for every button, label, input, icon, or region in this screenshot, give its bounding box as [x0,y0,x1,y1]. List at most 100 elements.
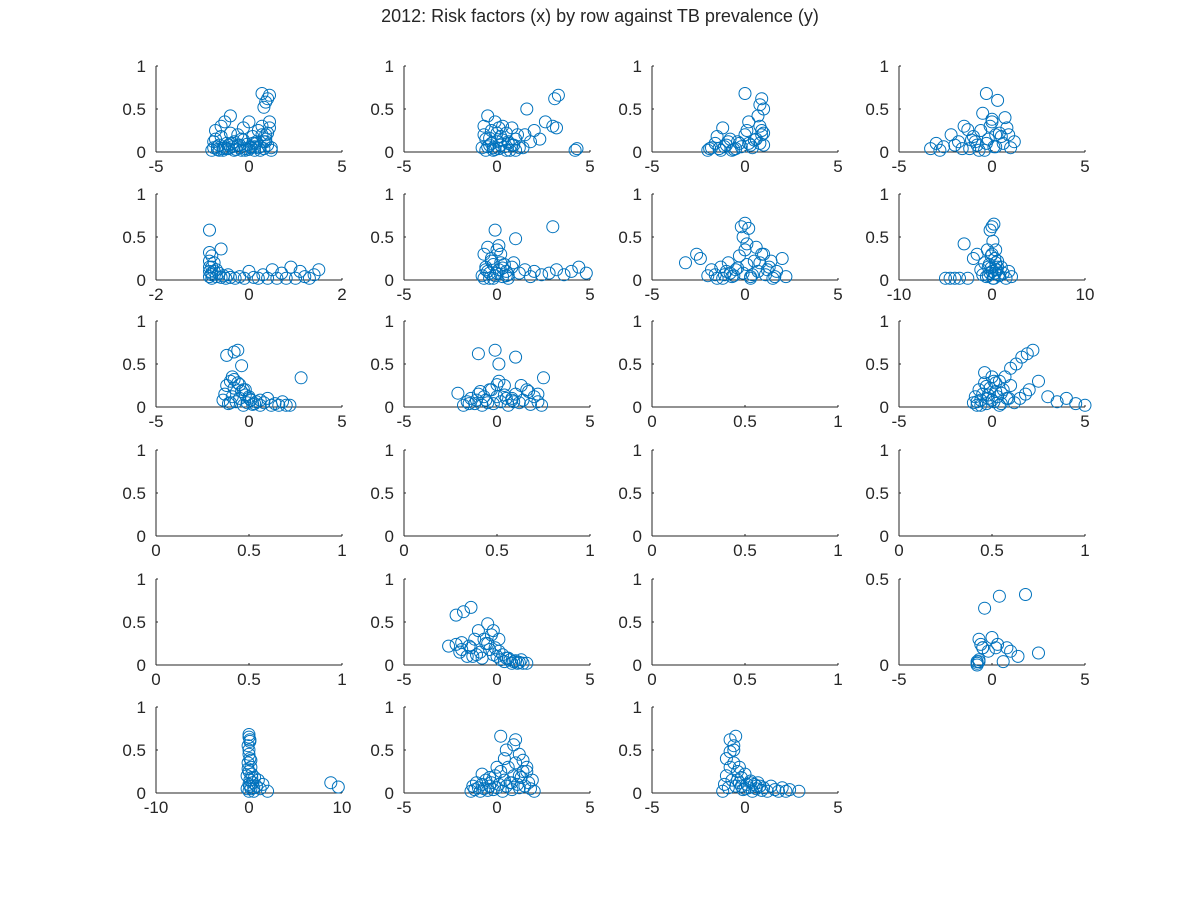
data-point [247,781,261,795]
x-tick-label: -10 [144,798,169,817]
y-tick-label: 1 [633,57,642,76]
data-point [251,271,265,285]
subplot-19: 0 0.5 1 0 0.5 1 [618,570,842,689]
data-point [1000,641,1014,655]
subplot-22: -5 0 500.51 [370,698,594,817]
data-point [481,637,495,650]
y-tick-label: 0.5 [618,100,642,119]
y-tick-label: 0.5 [865,355,889,374]
data-point [974,398,988,412]
x-tick-label: 0.5 [733,541,757,560]
data-point [939,271,952,285]
data-point [494,247,508,261]
data-point [242,115,256,129]
y-tick-label: 0.5 [370,741,394,760]
data-point [979,379,993,393]
x-tick-label: 0 [740,798,749,817]
data-point [1050,395,1064,409]
data-point [511,777,524,791]
x-tick-label: 0 [244,285,253,304]
data-point [471,347,485,361]
data-point [270,271,284,285]
data-point [497,773,511,787]
data-point [509,232,523,246]
data-point [294,371,308,385]
y-tick-label: 0.5 [122,741,146,760]
data-point [531,387,545,401]
x-tick-label: 0 [740,157,749,176]
y-tick-label: 1 [137,441,146,460]
data-point [492,239,506,253]
data-point [302,271,316,285]
data-point [244,753,258,767]
subplot-9: -5 0 500.51 [122,312,346,431]
subplot-16: 0 0.5 1 0 0.5 1 [865,441,1089,560]
x-tick-label: 1 [1080,541,1089,560]
data-point [538,115,552,129]
y-tick-label: 0 [385,784,394,803]
data-point [772,784,785,798]
data-point [486,397,500,411]
data-point [760,263,774,277]
data-point [490,760,504,774]
x-tick-label: -5 [148,157,163,176]
data-point [242,784,256,798]
y-tick-label: 0 [880,398,889,417]
y-tick-label: 1 [633,698,642,717]
data-point [460,395,474,409]
x-tick-label: 0 [399,541,408,560]
data-point [1019,588,1032,601]
data-point [524,397,537,411]
data-point [477,247,491,261]
data-point [976,106,990,120]
data-point [764,779,778,793]
data-point [957,237,971,251]
data-point [572,260,586,274]
data-point [261,271,275,285]
data-point [516,765,530,778]
y-tick-label: 0.5 [618,228,642,247]
data-point [249,779,263,793]
y-tick-label: 1 [137,698,146,717]
x-tick-label: 1 [833,670,842,689]
data-point [324,776,338,790]
data-point [764,254,778,268]
x-tick-label: 5 [585,285,594,304]
y-tick-label: 1 [633,441,642,460]
data-point [989,128,1003,142]
data-point [501,135,515,149]
data-point [734,779,748,793]
data-point [570,142,584,156]
y-tick-label: 1 [385,698,394,717]
x-tick-label: 1 [833,541,842,560]
data-point [486,258,500,271]
data-point [989,641,1003,655]
data-point [253,393,267,407]
data-point [503,653,517,667]
data-point [986,271,1000,285]
data-point [740,258,754,271]
data-point [512,141,526,155]
data-point [1002,391,1016,405]
data-point [494,138,508,152]
data-point [505,776,519,790]
y-tick-label: 0 [880,271,889,290]
data-point [719,264,733,278]
data-point [690,247,704,261]
data-point [261,784,275,798]
data-point [757,781,771,795]
data-point [729,729,743,743]
x-tick-label: -5 [148,412,163,431]
data-point [527,264,541,278]
x-tick-label: 5 [585,798,594,817]
data-point [509,350,523,364]
data-point [783,783,797,797]
data-point [481,396,495,410]
subplot-5: -2 0 200.51 [122,185,346,304]
data-point [972,653,986,667]
data-point [742,115,756,129]
data-point [490,266,504,280]
data-point [205,266,219,280]
y-tick-label: 1 [137,57,146,76]
